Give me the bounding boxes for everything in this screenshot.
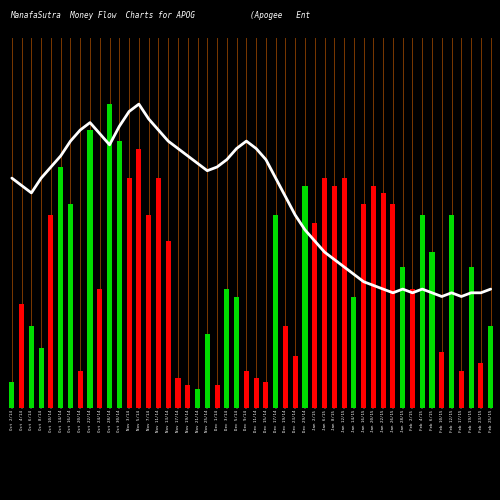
- Bar: [390, 204, 396, 408]
- Bar: [126, 178, 132, 408]
- Bar: [214, 386, 220, 407]
- Bar: [332, 186, 337, 408]
- Bar: [312, 222, 318, 408]
- Bar: [361, 204, 366, 408]
- Bar: [371, 186, 376, 408]
- Bar: [302, 186, 308, 408]
- Bar: [352, 296, 356, 408]
- Bar: [488, 326, 493, 407]
- Text: ManafaSutra  Money Flow  Charts for APOG: ManafaSutra Money Flow Charts for APOG: [10, 11, 195, 20]
- Bar: [292, 356, 298, 408]
- Bar: [244, 370, 249, 408]
- Bar: [322, 178, 327, 408]
- Bar: [254, 378, 258, 408]
- Bar: [342, 178, 346, 408]
- Bar: [380, 193, 386, 408]
- Bar: [176, 378, 180, 408]
- Bar: [420, 215, 425, 408]
- Bar: [166, 241, 170, 408]
- Bar: [234, 296, 239, 408]
- Bar: [10, 382, 14, 407]
- Bar: [440, 352, 444, 408]
- Bar: [68, 204, 73, 408]
- Bar: [58, 167, 63, 408]
- Bar: [410, 289, 415, 408]
- Bar: [264, 382, 268, 407]
- Bar: [185, 386, 190, 407]
- Bar: [156, 178, 161, 408]
- Bar: [38, 348, 44, 408]
- Bar: [29, 326, 34, 407]
- Bar: [283, 326, 288, 407]
- Bar: [117, 141, 122, 407]
- Bar: [107, 104, 112, 408]
- Bar: [449, 215, 454, 408]
- Bar: [88, 130, 92, 407]
- Bar: [468, 267, 473, 408]
- Bar: [478, 363, 484, 408]
- Bar: [97, 289, 102, 408]
- Bar: [78, 370, 83, 408]
- Bar: [195, 389, 200, 407]
- Text: (Apogee   Ent: (Apogee Ent: [250, 11, 310, 20]
- Bar: [400, 267, 406, 408]
- Bar: [430, 252, 434, 408]
- Bar: [19, 304, 24, 408]
- Bar: [224, 289, 230, 408]
- Bar: [273, 215, 278, 408]
- Bar: [136, 148, 141, 408]
- Bar: [48, 215, 54, 408]
- Bar: [459, 370, 464, 408]
- Bar: [146, 215, 151, 408]
- Bar: [204, 334, 210, 407]
